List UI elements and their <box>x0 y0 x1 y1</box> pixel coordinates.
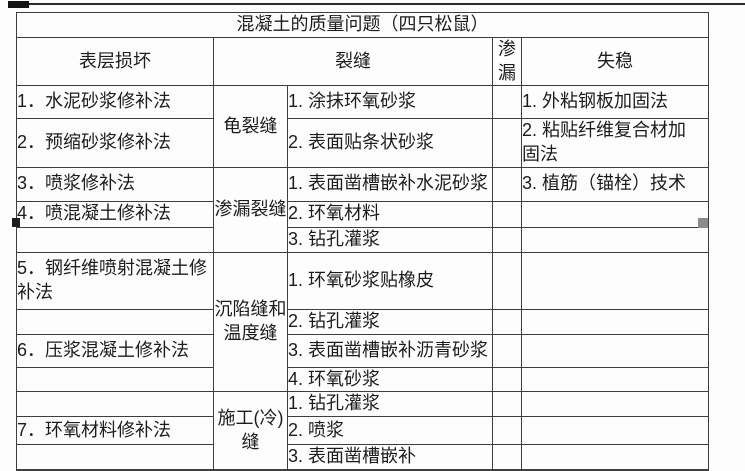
leak-cell[interactable] <box>492 391 522 418</box>
leak-cell[interactable] <box>492 444 522 471</box>
crack-method-cell[interactable]: 1. 钻孔灌浆 <box>287 391 493 418</box>
leak-cell[interactable] <box>492 251 522 310</box>
table-row: 4．喷混凝土修补法 2. 环氧材料 <box>16 200 710 228</box>
table-row: 1．水泥砂浆修补法 龟裂缝 1. 涂抹环氧砂浆 1. 外粘钢板加固法 <box>16 85 710 168</box>
surface-method-cell[interactable] <box>16 391 214 418</box>
leak-cell[interactable] <box>492 416 522 446</box>
header-surface-damage[interactable]: 表层损坏 <box>16 36 214 87</box>
instability-method-cell[interactable] <box>520 333 710 368</box>
surface-method-cell[interactable]: 3．喷浆修补法 <box>16 166 214 202</box>
crack-type-cell[interactable]: 沉陷缝和 温度缝 <box>213 251 288 393</box>
crack-method-cell[interactable]: 1. 表面凿槽嵌补水泥砂浆 <box>287 166 493 202</box>
leak-cell[interactable] <box>492 308 522 335</box>
instability-method-cell[interactable]: 2. 粘贴纤维复合材加 固法 <box>520 118 710 168</box>
crack-method-cell[interactable]: 3. 钻孔灌浆 <box>287 226 493 253</box>
crack-type-cell[interactable]: 施工(冷) 缝 <box>213 391 288 471</box>
instability-method-cell[interactable] <box>520 308 710 335</box>
instability-method-cell[interactable] <box>520 251 710 310</box>
surface-method-cell[interactable]: 1．水泥砂浆修补法 <box>16 85 214 120</box>
surface-method-cell[interactable]: 2．预缩砂浆修补法 <box>16 118 214 168</box>
table-row: 2．预缩砂浆修补法 2. 表面贴条状砂浆 2. 粘贴纤维复合材加 固法 <box>16 118 710 168</box>
crack-method-cell[interactable]: 1. 涂抹环氧砂浆 <box>287 85 493 120</box>
surface-method-cell[interactable]: 6．压浆混凝土修补法 <box>16 333 214 368</box>
table-row: 2. 钻孔灌浆 <box>16 308 710 335</box>
crack-method-cell[interactable]: 3. 表面凿槽嵌补 <box>287 444 493 471</box>
crack-method-cell[interactable]: 2. 喷浆 <box>287 416 493 446</box>
surface-method-cell[interactable] <box>16 366 214 393</box>
surface-method-cell[interactable] <box>16 308 214 335</box>
leak-cell[interactable] <box>492 118 522 168</box>
surface-method-cell[interactable] <box>16 444 214 471</box>
crack-method-cell[interactable]: 2. 表面贴条状砂浆 <box>287 118 493 168</box>
surface-method-cell[interactable] <box>16 226 214 253</box>
surface-method-cell[interactable]: 5．钢纤维喷射混凝土修 补法 <box>16 251 214 310</box>
concrete-quality-table: 混凝土的质量问题（四只松鼠） 表层损坏 裂缝 渗漏 失稳 1．水泥砂浆修补法 龟… <box>15 12 710 471</box>
instability-method-cell[interactable] <box>520 391 710 418</box>
leak-cell[interactable] <box>492 85 522 120</box>
crack-type-cell[interactable]: 龟裂缝 <box>213 85 288 168</box>
header-cracks[interactable]: 裂缝 <box>213 36 493 87</box>
instability-method-cell[interactable] <box>520 200 710 228</box>
crack-method-cell[interactable]: 3. 表面凿槽嵌补沥青砂浆 <box>287 333 493 368</box>
table-row: 3. 钻孔灌浆 <box>16 226 710 253</box>
instability-method-cell[interactable]: 1. 外粘钢板加固法 <box>520 85 710 120</box>
leak-cell[interactable] <box>492 166 522 202</box>
table-row: 施工(冷) 缝 1. 钻孔灌浆 <box>16 391 710 471</box>
instability-method-cell[interactable]: 3. 植筋（锚栓）技术 <box>520 166 710 202</box>
row-resize-handle-right[interactable] <box>698 218 708 228</box>
leak-cell[interactable] <box>492 366 522 393</box>
surface-method-cell[interactable]: 7．环氧材料修补法 <box>16 416 214 446</box>
leak-cell[interactable] <box>492 200 522 228</box>
crack-method-cell[interactable]: 4. 环氧砂浆 <box>287 366 493 393</box>
instability-method-cell[interactable] <box>520 444 710 471</box>
instability-method-cell[interactable] <box>520 226 710 253</box>
top-border-corner-mark <box>8 1 29 8</box>
table-row: 4. 环氧砂浆 <box>16 366 710 393</box>
crack-method-cell[interactable]: 1. 环氧砂浆贴橡皮 <box>287 251 493 310</box>
surface-method-cell[interactable]: 4．喷混凝土修补法 <box>16 200 214 228</box>
table-row: 3. 表面凿槽嵌补 <box>16 444 710 471</box>
instability-method-cell[interactable] <box>520 366 710 393</box>
table-title[interactable]: 混凝土的质量问题（四只松鼠） <box>15 12 710 38</box>
crack-type-cell[interactable]: 渗漏裂缝 <box>213 166 288 253</box>
header-leakage[interactable]: 渗漏 <box>492 36 522 87</box>
table-row: 7．环氧材料修补法 2. 喷浆 <box>16 416 710 446</box>
header-instability[interactable]: 失稳 <box>520 36 710 87</box>
leak-cell[interactable] <box>492 333 522 368</box>
crack-method-cell[interactable]: 2. 钻孔灌浆 <box>287 308 493 335</box>
instability-method-cell[interactable] <box>520 416 710 446</box>
crack-method-cell[interactable]: 2. 环氧材料 <box>287 200 493 228</box>
leak-cell[interactable] <box>492 226 522 253</box>
table-row: 3．喷浆修补法 渗漏裂缝 1. 表面凿槽嵌补水泥砂浆 3. 植筋（锚栓）技术 <box>16 166 710 253</box>
row-resize-handle-left[interactable] <box>12 218 20 227</box>
table-row: 5．钢纤维喷射混凝土修 补法 沉陷缝和 温度缝 1. 环氧砂浆贴橡皮 <box>16 251 710 393</box>
table-row: 6．压浆混凝土修补法 3. 表面凿槽嵌补沥青砂浆 <box>16 333 710 368</box>
top-border-line <box>8 3 745 5</box>
